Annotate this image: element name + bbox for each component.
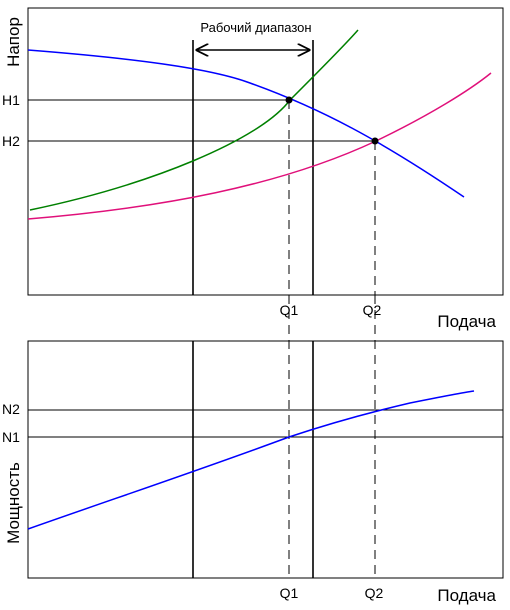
power-axis-label: Мощность [4,462,23,544]
operating-point-2 [371,137,379,145]
h1-label: H1 [2,92,20,108]
bottom-plot: N2 N1 Мощность Q1 Q2 Подача [2,295,504,605]
q2-label-top: Q2 [363,302,382,318]
top-plot-frame [27,7,504,296]
flow-axis-label-top: Подача [437,312,496,331]
head-axis-label: Напор [4,17,23,67]
h2-label: H2 [2,133,20,149]
system-curve-2 [27,72,492,220]
pump-head-curve [27,49,465,198]
q1-label-bottom: Q1 [280,585,299,601]
operating-point-1 [285,96,293,104]
flow-axis-label-bottom: Подача [437,586,496,605]
q2-label-bottom: Q2 [365,585,384,601]
top-plot: Рабочий диапазон Напор H1 H2 Q1 Q2 Подач… [2,7,504,331]
n1-label: N1 [2,429,20,445]
power-curve [27,390,475,530]
n2-label: N2 [2,401,20,417]
system-curve-1 [29,29,359,211]
bottom-plot-frame [27,340,504,579]
range-label: Рабочий диапазон [200,20,311,35]
